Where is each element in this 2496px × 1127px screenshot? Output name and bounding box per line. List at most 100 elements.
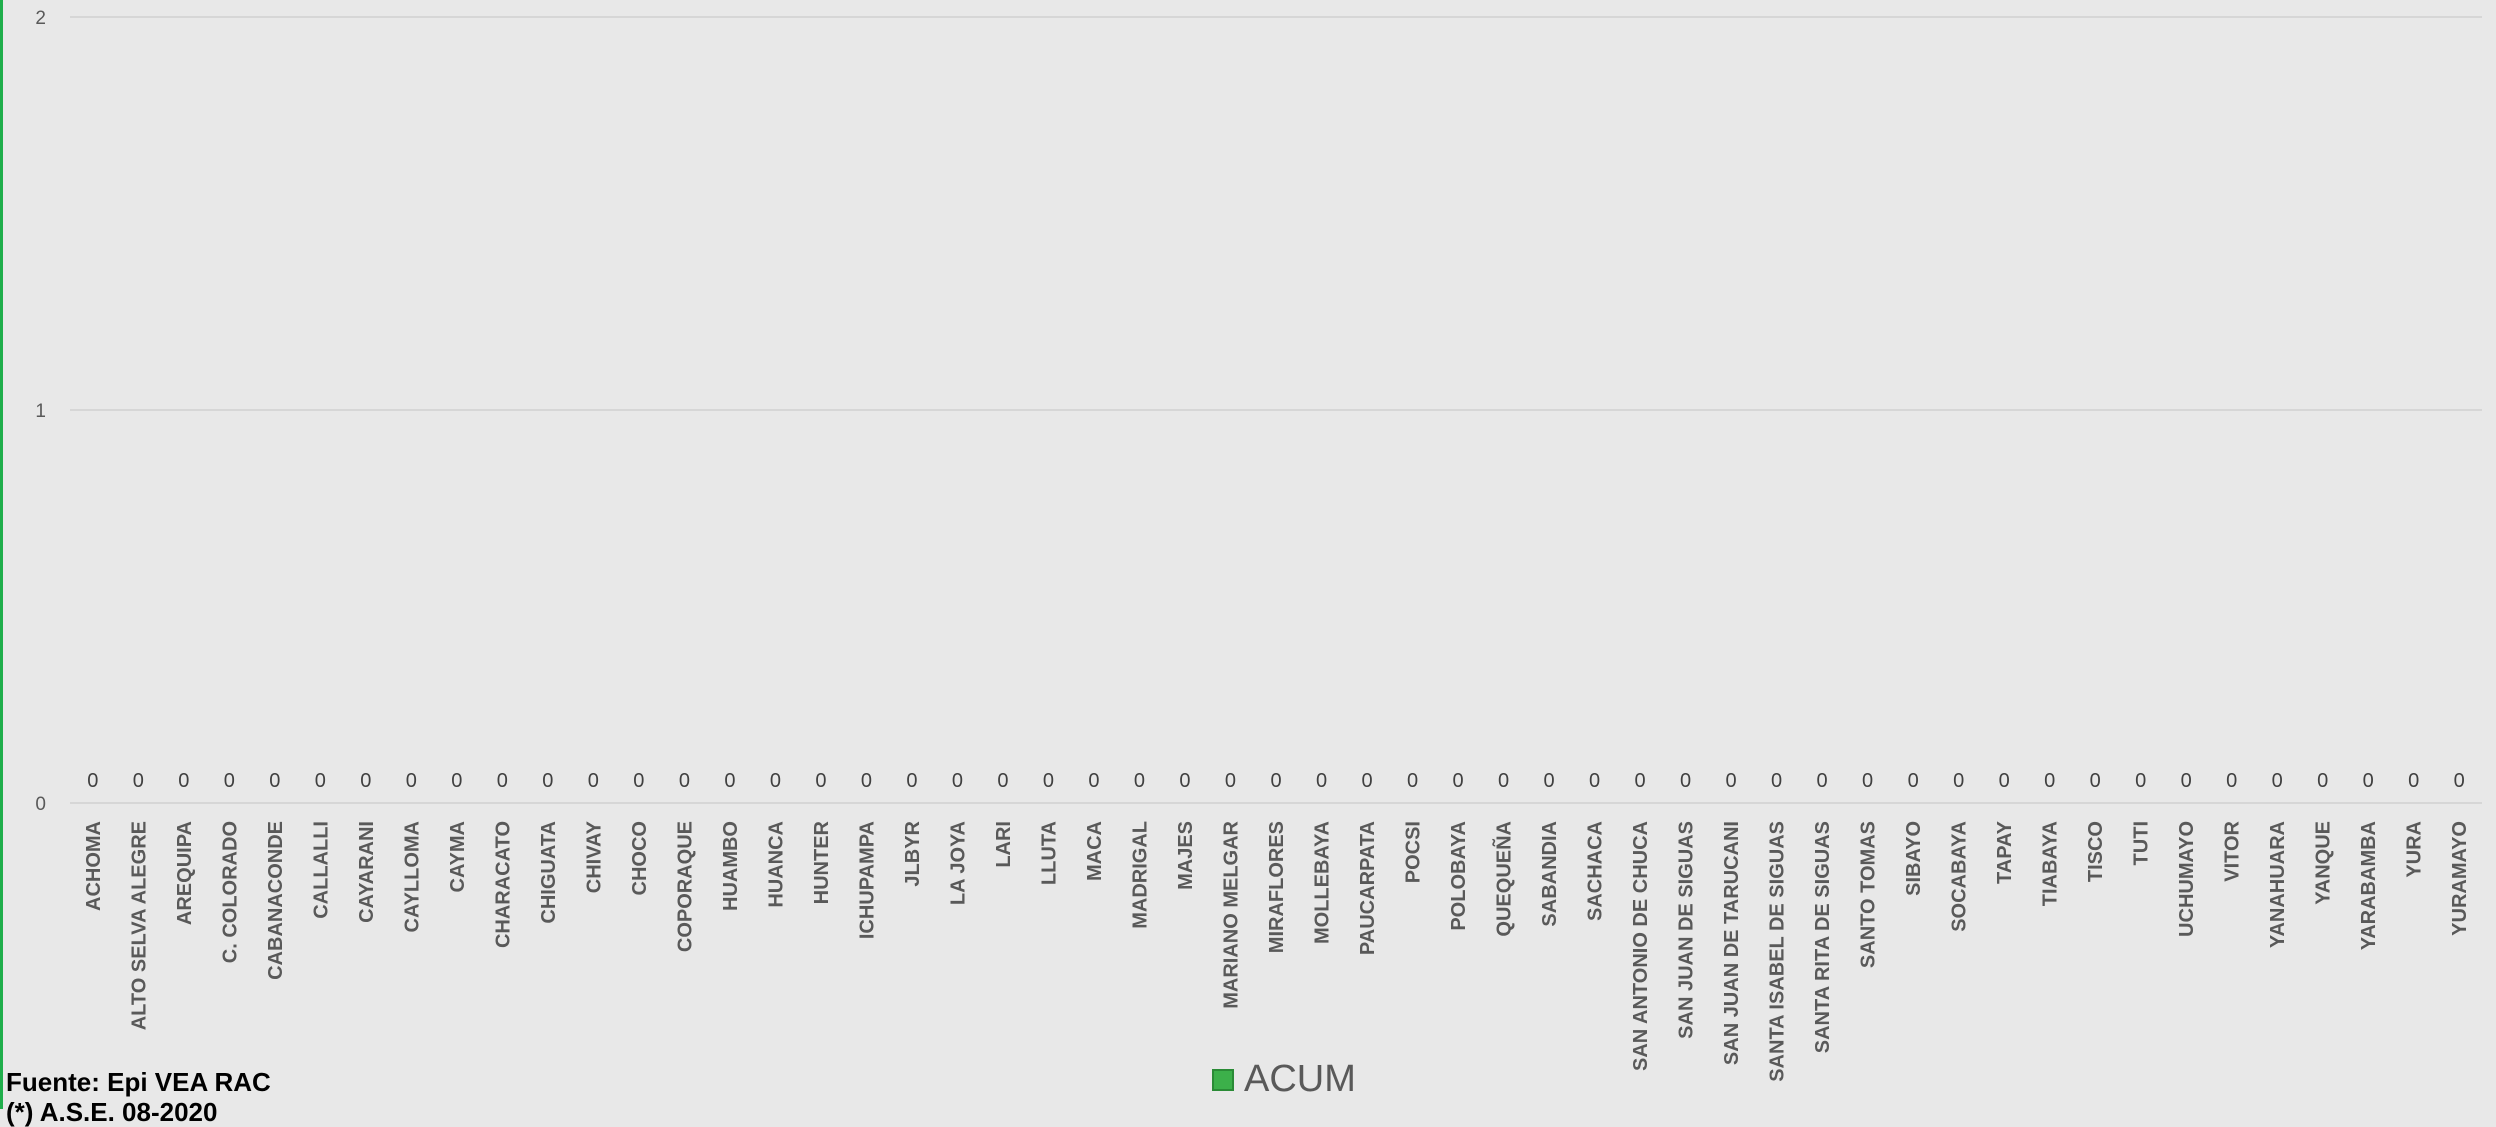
data-label-19: 0 — [952, 770, 963, 792]
x-tick-label-11: CHIVAY — [583, 820, 605, 893]
x-tick-label-1: ALTO SELVA ALEGRE — [128, 821, 150, 1030]
data-label-47: 0 — [2226, 770, 2237, 792]
data-label-4: 0 — [269, 770, 280, 792]
x-tick-label-29: POCSI — [1403, 821, 1425, 883]
data-label-43: 0 — [2044, 770, 2055, 792]
x-tick-label-43: TIABAYA — [2040, 821, 2062, 906]
data-label-40: 0 — [1908, 770, 1919, 792]
data-label-48: 0 — [2272, 770, 2283, 792]
x-tick-label-18: JLBYR — [902, 820, 924, 886]
x-tick-label-46: UCHUMAYO — [2176, 821, 2198, 937]
data-label-37: 0 — [1771, 770, 1782, 792]
x-tick-label-25: MARIANO MELGAR — [1220, 820, 1242, 1008]
data-label-50: 0 — [2363, 770, 2374, 792]
data-label-28: 0 — [1361, 770, 1372, 792]
data-label-27: 0 — [1316, 770, 1327, 792]
data-label-35: 0 — [1680, 770, 1691, 792]
left-border — [0, 0, 3, 1109]
source-text: Fuente: Epi VEA RAC — [6, 1067, 271, 1097]
x-tick-label-45: TUTI — [2131, 821, 2153, 865]
data-label-29: 0 — [1407, 770, 1418, 792]
data-label-32: 0 — [1543, 770, 1554, 792]
data-label-30: 0 — [1452, 770, 1463, 792]
x-tick-label-49: YANQUE — [2313, 821, 2335, 905]
x-tick-label-34: SAN ANTONIO DE CHUCA — [1630, 821, 1652, 1071]
x-tick-label-24: MAJES — [1175, 821, 1197, 890]
x-tick-label-48: YANAHUARA — [2267, 821, 2289, 948]
x-tick-label-52: YURAMAYO — [2449, 821, 2471, 936]
x-tick-label-15: HUANCA — [765, 821, 787, 908]
data-label-8: 0 — [451, 770, 462, 792]
x-tick-label-27: MOLLEBAYA — [1312, 821, 1334, 944]
x-tick-label-16: HUNTER — [811, 820, 833, 904]
x-tick-label-38: SANTA RITA DE SIGUAS — [1812, 821, 1834, 1053]
x-tick-label-33: SACHACA — [1585, 821, 1607, 921]
data-label-41: 0 — [1953, 770, 1964, 792]
x-tick-label-30: POLOBAYA — [1448, 821, 1470, 931]
data-label-36: 0 — [1726, 770, 1737, 792]
data-label-45: 0 — [2135, 770, 2146, 792]
x-tick-label-8: CAYMA — [447, 821, 469, 893]
data-label-22: 0 — [1088, 770, 1099, 792]
x-tick-label-19: LA JOYA — [947, 821, 969, 905]
x-tick-label-20: LARI — [993, 821, 1015, 868]
data-label-38: 0 — [1817, 770, 1828, 792]
note-text: (*) A.S.E. 08-2020 — [6, 1097, 218, 1127]
data-label-2: 0 — [178, 770, 189, 792]
x-tick-label-41: SOCABAYA — [1949, 821, 1971, 932]
data-label-6: 0 — [360, 770, 371, 792]
data-label-9: 0 — [497, 770, 508, 792]
x-tick-label-17: ICHUPAMPA — [856, 821, 878, 939]
data-label-18: 0 — [906, 770, 917, 792]
x-tick-label-42: TAPAY — [1994, 820, 2016, 884]
x-tick-label-26: MIRAFLORES — [1266, 821, 1288, 953]
data-label-13: 0 — [679, 770, 690, 792]
x-tick-label-47: VITOR — [2222, 820, 2244, 881]
x-tick-label-22: MACA — [1084, 821, 1106, 881]
data-label-7: 0 — [406, 770, 417, 792]
data-label-33: 0 — [1589, 770, 1600, 792]
x-tick-label-37: SANTA ISABEL DE SIGUAS — [1767, 821, 1789, 1082]
x-tick-label-2: AREQUIPA — [174, 821, 196, 925]
data-label-46: 0 — [2181, 770, 2192, 792]
data-label-44: 0 — [2090, 770, 2101, 792]
data-label-0: 0 — [87, 770, 98, 792]
x-tick-label-50: YARABAMBA — [2358, 821, 2380, 950]
x-tick-label-3: C. COLORADO — [219, 821, 241, 963]
x-tick-label-10: CHIGUATA — [538, 821, 560, 924]
data-label-52: 0 — [2454, 770, 2465, 792]
data-label-5: 0 — [315, 770, 326, 792]
data-label-26: 0 — [1270, 770, 1281, 792]
data-label-25: 0 — [1225, 770, 1236, 792]
x-tick-label-40: SIBAYO — [1903, 821, 1925, 896]
x-tick-label-23: MADRIGAL — [1129, 821, 1151, 929]
x-tick-label-4: CABANACONDE — [265, 821, 287, 980]
x-tick-label-7: CAYLLOMA — [401, 821, 423, 932]
data-label-42: 0 — [1999, 770, 2010, 792]
data-label-51: 0 — [2408, 770, 2419, 792]
x-tick-label-39: SANTO TOMAS — [1858, 821, 1880, 968]
legend-swatch-acum — [1212, 1068, 1234, 1091]
data-label-20: 0 — [997, 770, 1008, 792]
legend-label-acum: ACUM — [1244, 1058, 1356, 1100]
x-tick-label-21: LLUTA — [1038, 821, 1060, 885]
data-label-24: 0 — [1179, 770, 1190, 792]
x-tick-label-31: QUEQUEÑA — [1493, 821, 1516, 937]
data-label-10: 0 — [542, 770, 553, 792]
x-tick-label-32: SABANDIA — [1539, 821, 1561, 927]
y-tick-label-2: 2 — [35, 8, 46, 29]
x-tick-label-51: YURA — [2404, 821, 2426, 878]
y-tick-label-1: 1 — [35, 401, 46, 422]
data-label-12: 0 — [633, 770, 644, 792]
data-label-11: 0 — [588, 770, 599, 792]
x-tick-label-14: HUAMBO — [720, 821, 742, 911]
data-label-16: 0 — [815, 770, 826, 792]
data-label-39: 0 — [1862, 770, 1873, 792]
x-tick-label-28: PAUCARPATA — [1357, 821, 1379, 955]
data-label-49: 0 — [2317, 770, 2328, 792]
legend: ACUM — [1212, 1058, 1356, 1101]
data-label-1: 0 — [133, 770, 144, 792]
data-label-17: 0 — [861, 770, 872, 792]
x-tick-label-36: SAN JUAN DE TARUCANI — [1721, 821, 1743, 1065]
